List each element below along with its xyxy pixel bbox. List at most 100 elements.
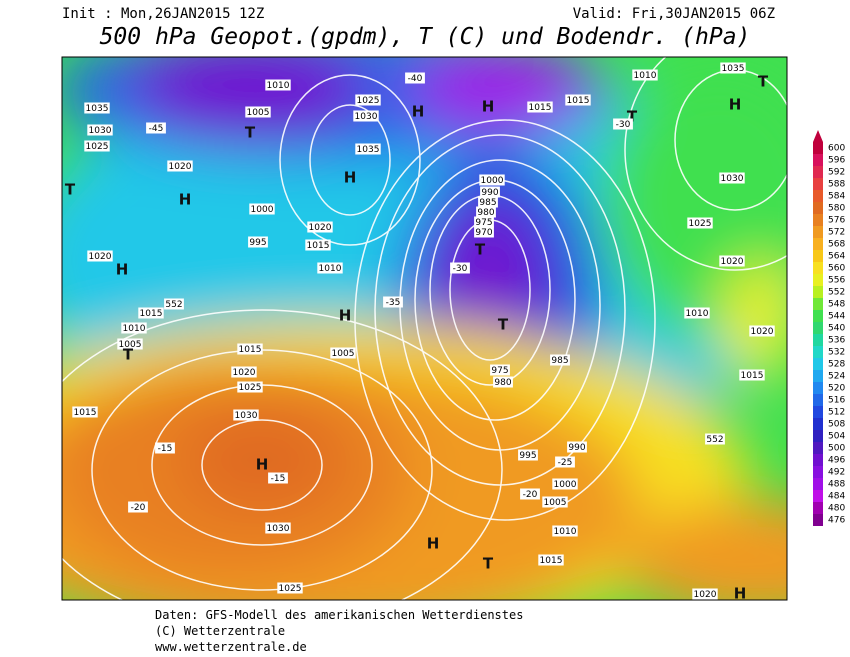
isoline-label: 1035	[722, 64, 745, 74]
pressure-center: H	[116, 261, 129, 279]
pressure-center: H	[427, 535, 440, 553]
label-box	[478, 196, 498, 208]
isoline-label: -20	[131, 503, 146, 513]
label-box	[552, 525, 578, 537]
isoline-label: -35	[386, 298, 401, 308]
colorbar-band	[813, 250, 823, 262]
label-box	[705, 433, 725, 445]
label-box	[479, 174, 505, 186]
label-box	[155, 442, 175, 454]
colorbar-band	[813, 502, 823, 514]
colorbar-label: 600	[828, 144, 845, 154]
isoline-label: 995	[519, 451, 536, 461]
colorbar-band	[813, 262, 823, 274]
label-box	[248, 236, 268, 248]
label-box	[117, 338, 143, 350]
label-box	[355, 143, 381, 155]
isoline-label: 970	[475, 228, 492, 238]
colorbar-band	[813, 166, 823, 178]
label-box	[231, 366, 257, 378]
label-box	[277, 582, 303, 594]
isoline-label: 1020	[169, 162, 192, 172]
isoline-label: 1025	[357, 96, 380, 106]
pressure-center: H	[412, 103, 425, 121]
map-field	[62, 57, 787, 600]
pressure-center: T	[123, 346, 134, 364]
colorbar-label: 564	[828, 252, 845, 262]
colorbar-band	[813, 226, 823, 238]
colorbar-band	[813, 178, 823, 190]
label-box	[518, 449, 538, 461]
colorbar-label: 592	[828, 168, 845, 178]
colorbar-label: 520	[828, 384, 845, 394]
isoline-label: 1005	[544, 498, 567, 508]
label-box	[353, 110, 379, 122]
isoline-label: 1015	[307, 241, 330, 251]
label-box	[555, 456, 575, 468]
colorbar-label: 576	[828, 216, 845, 226]
isoline-label: 552	[706, 435, 723, 445]
isoline-label: 1015	[540, 556, 563, 566]
isoline-label: 1025	[86, 142, 109, 152]
colorbar-band	[813, 418, 823, 430]
colorbar-label: 572	[828, 228, 845, 238]
pressure-center: T	[627, 108, 638, 126]
pressure-center: T	[475, 241, 486, 259]
colorbar-band	[813, 298, 823, 310]
isoline-label: 1025	[239, 383, 262, 393]
isoline-label: 1030	[721, 174, 744, 184]
colorbar-band	[813, 190, 823, 202]
pressure-center: H	[482, 98, 495, 116]
colorbar-label: 532	[828, 348, 845, 358]
colorbar-band	[813, 310, 823, 322]
isoline-label: 552	[165, 300, 182, 310]
isoline-label: 995	[249, 238, 266, 248]
pressure-center: T	[483, 555, 494, 573]
colorbar-band	[813, 406, 823, 418]
colorbar-label: 504	[828, 432, 845, 442]
isoline-label: 1010	[319, 264, 342, 274]
footer-source: Daten: GFS-Modell des amerikanischen Wet…	[155, 608, 523, 622]
colorbar-label: 552	[828, 288, 845, 298]
pressure-center: T	[758, 73, 769, 91]
colorbar-band	[813, 430, 823, 442]
label-box	[476, 206, 496, 218]
isoline-label: 975	[475, 218, 492, 228]
label-box	[613, 118, 633, 130]
colorbar-label: 496	[828, 456, 845, 466]
colorbar-band	[813, 238, 823, 250]
label-box	[249, 203, 275, 215]
colorbar-band	[813, 334, 823, 346]
colorbar-label: 524	[828, 372, 845, 382]
label-box	[355, 94, 381, 106]
isoline-label: 1020	[694, 590, 717, 600]
isoline-label: -15	[271, 474, 286, 484]
pressure-center: T	[498, 316, 509, 334]
label-box	[739, 369, 765, 381]
isoline-label: 985	[551, 356, 568, 366]
isoline-label: 1000	[251, 205, 274, 215]
label-box	[87, 250, 113, 262]
pressure-center: H	[729, 96, 742, 114]
isoline-label: 1020	[309, 223, 332, 233]
isoline-label: 1030	[355, 112, 378, 122]
isoline-label: -45	[149, 124, 164, 134]
isoline-label: 1030	[235, 411, 258, 421]
isoline-label: -30	[453, 264, 468, 274]
isoline-label: 1015	[741, 371, 764, 381]
label-box	[87, 124, 113, 136]
isoline-label: 975	[491, 366, 508, 376]
valid-time: Valid: Fri,30JAN2015 06Z	[573, 6, 775, 22]
isoline-label: 1010	[686, 309, 709, 319]
label-box	[749, 325, 775, 337]
isoline-label: 1030	[89, 126, 112, 136]
label-box	[542, 496, 568, 508]
colorbar-label: 516	[828, 396, 845, 406]
isoline-label: 990	[568, 443, 585, 453]
colorbar-label: 548	[828, 300, 845, 310]
label-box	[474, 216, 494, 228]
colorbar-arrow-top	[813, 130, 823, 142]
label-box	[493, 376, 513, 388]
pressure-center: H	[339, 307, 352, 325]
